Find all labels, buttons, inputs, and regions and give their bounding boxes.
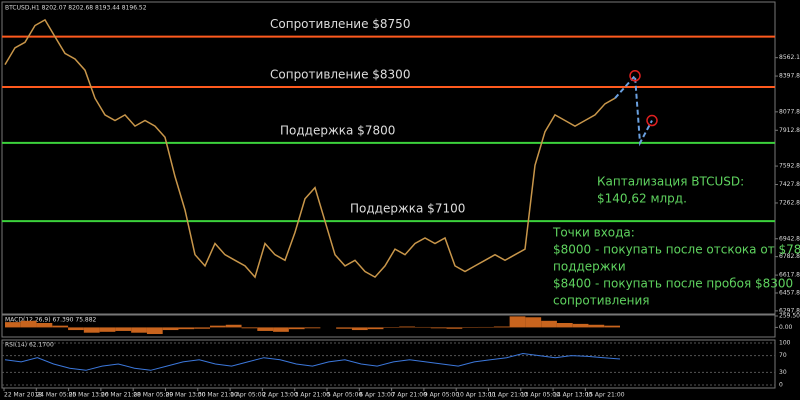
x-tick-label: 7 Apr 21:00 xyxy=(392,392,427,399)
macd-bar xyxy=(178,327,195,330)
target-circle xyxy=(629,70,641,82)
y-tick-label: 8077.80 xyxy=(779,108,800,115)
y-tick-label: 6457.80 xyxy=(779,289,800,296)
x-tick-label: 26 Mar 21:00 xyxy=(101,392,141,399)
macd-title: MACD(12,26,9) 67.390 75.882 xyxy=(5,317,97,324)
macd-tick-label: 0.00 xyxy=(779,324,793,331)
level-label: Сопротивление $8750 xyxy=(270,17,410,31)
macd-bar xyxy=(194,327,210,329)
macd-bar xyxy=(288,327,305,330)
x-tick-label: 11 Apr 21:00 xyxy=(489,392,528,399)
macd-bar xyxy=(556,323,573,328)
rsi-line xyxy=(4,352,621,371)
macd-bar xyxy=(430,327,447,329)
macd-bar xyxy=(273,327,289,332)
x-tick-label: 14 Apr 13:00 xyxy=(553,392,592,399)
y-tick-label: 6297.80 xyxy=(779,307,800,314)
price-pane xyxy=(1,1,776,315)
macd-bar xyxy=(588,324,605,328)
macd-pane xyxy=(1,314,776,338)
y-tick-label: 7427.80 xyxy=(779,181,800,188)
rsi-title: RSI(14) 62.1700 xyxy=(5,342,54,349)
x-tick-label: 28 Mar 05:00 xyxy=(133,392,173,399)
macd-bar xyxy=(509,316,526,328)
rsi-tick-label: 70 xyxy=(779,352,787,359)
macd-tick-label: 259.509 xyxy=(779,312,800,319)
x-tick-label: 29 Mar 13:00 xyxy=(166,392,206,399)
macd-bar xyxy=(20,320,37,328)
x-tick-label: 30 Mar 21:00 xyxy=(198,392,238,399)
x-tick-label: 15 Apr 21:00 xyxy=(585,392,624,399)
macd-bar xyxy=(131,327,147,333)
y-tick-label: 8397.80 xyxy=(779,73,800,80)
macd-bar xyxy=(36,323,53,328)
macd-bar xyxy=(541,320,557,328)
macd-bar xyxy=(351,327,368,331)
annotation: сопротивления xyxy=(553,294,650,308)
x-tick-label: 1 Apr 05:00 xyxy=(230,392,265,399)
annotation: $8400 - покупать после пробоя $8300 xyxy=(553,277,793,291)
x-tick-label: 25 Mar 13:00 xyxy=(69,392,109,399)
x-tick-label: 13 Apr 05:00 xyxy=(521,392,560,399)
macd-bar xyxy=(83,327,100,333)
macd-bar xyxy=(399,326,415,328)
macd-bar xyxy=(367,327,384,330)
price-line xyxy=(4,18,616,279)
macd-bar xyxy=(446,327,463,329)
rsi-tick-label: 0 xyxy=(779,382,783,389)
rsi-pane xyxy=(1,339,776,389)
x-tick-label: 24 Mar 05:00 xyxy=(36,392,76,399)
macd-bar xyxy=(493,326,510,328)
macd-bar xyxy=(225,324,242,328)
x-tick-label: 3 Apr 21:00 xyxy=(295,392,330,399)
annotation: Каптализация BTCUSD: xyxy=(597,175,744,189)
annotation: $140,62 млрд. xyxy=(597,192,687,206)
rsi-tick-label: 100 xyxy=(779,340,791,347)
y-tick-label: 6782.80 xyxy=(779,253,800,260)
annotation: $8000 - покупать после отскока от $7800 xyxy=(553,243,800,257)
annotation: Точки входа: xyxy=(552,226,635,240)
macd-bar xyxy=(241,327,258,329)
x-tick-label: 10 Apr 13:00 xyxy=(456,392,495,399)
macd-bar xyxy=(525,317,542,328)
macd-bar xyxy=(336,327,352,329)
x-tick-label: 5 Apr 05:00 xyxy=(327,392,362,399)
level-label: Поддержка $7100 xyxy=(350,202,465,216)
x-tick-label: 22 Mar 2018 xyxy=(4,392,42,399)
x-tick-label: 2 Apr 13:00 xyxy=(262,392,297,399)
macd-bar xyxy=(304,327,321,329)
y-tick-label: 7592.80 xyxy=(779,163,800,170)
macd-bar xyxy=(604,325,620,328)
y-tick-label: 8562.10 xyxy=(779,54,800,61)
chart-title: BTCUSD,H1 8202.07 8202.68 8193.44 8196.5… xyxy=(5,5,147,12)
annotation: поддержки xyxy=(553,260,626,274)
macd-bar xyxy=(162,327,179,331)
macd-bar xyxy=(99,327,116,332)
y-tick-label: 7262.80 xyxy=(779,199,800,206)
y-tick-label: 6942.80 xyxy=(779,235,800,242)
x-tick-label: 6 Apr 13:00 xyxy=(359,392,394,399)
y-tick-label: 6617.80 xyxy=(779,272,800,279)
macd-bar xyxy=(115,327,132,331)
macd-bar xyxy=(146,327,163,335)
target-circle xyxy=(646,114,658,127)
level-label: Сопротивление $8300 xyxy=(270,67,410,81)
rsi-tick-label: 30 xyxy=(779,369,787,376)
x-tick-label: 9 Apr 05:00 xyxy=(424,392,459,399)
macd-bar xyxy=(572,323,589,328)
level-label: Поддержка $7800 xyxy=(280,123,395,137)
macd-bar xyxy=(210,325,226,328)
macd-bar xyxy=(257,327,274,331)
macd-bar xyxy=(5,322,21,328)
macd-bar xyxy=(68,327,84,331)
y-tick-label: 7912.80 xyxy=(779,127,800,134)
macd-bar xyxy=(52,325,69,328)
